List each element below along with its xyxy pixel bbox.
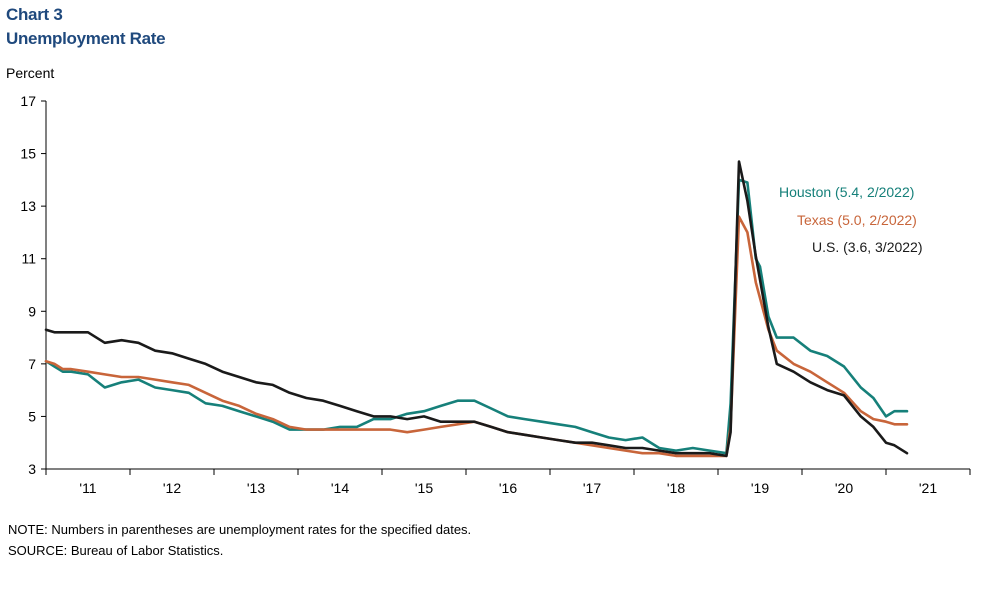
legend-label-us: U.S. (3.6, 3/2022)	[812, 239, 923, 255]
y-axis-unit-label: Percent	[6, 65, 55, 81]
x-tick-label: '15	[415, 480, 433, 496]
x-tick-label: '14	[331, 480, 349, 496]
y-tick-label: 7	[28, 356, 36, 372]
y-tick-label: 13	[20, 198, 36, 214]
unemployment-line-chart: 3 5 7 9 11 13 15 17 '11 '12 '13 '14 '15 '16 '17 '18 '19 '…	[20, 93, 971, 496]
y-tick-label: 9	[28, 303, 36, 319]
x-tick-label: '21	[919, 480, 937, 496]
series-line-houston	[44, 178, 909, 455]
x-tick-label: '11	[79, 480, 96, 496]
series-line-texas	[44, 215, 909, 458]
x-tick-label: '20	[835, 480, 853, 496]
footnote: NOTE: Numbers in parentheses are unemplo…	[8, 522, 472, 537]
legend-label-houston: Houston (5.4, 2/2022)	[779, 184, 914, 200]
series-line-us	[44, 160, 909, 458]
y-tick-label: 3	[28, 461, 36, 477]
legend-label-texas: Texas (5.0, 2/2022)	[797, 212, 917, 228]
chart-title: Unemployment Rate	[6, 29, 166, 48]
x-tick-label: '13	[247, 480, 265, 496]
x-tick-label: '19	[751, 480, 769, 496]
y-tick-label: 11	[21, 251, 36, 267]
source-note: SOURCE: Bureau of Labor Statistics.	[8, 543, 224, 558]
x-tick-label: '12	[163, 480, 181, 496]
x-tick-label: '17	[583, 480, 601, 496]
chart-kicker: Chart 3	[6, 5, 63, 24]
x-tick-label: '16	[499, 480, 517, 496]
y-tick-label: 17	[20, 93, 36, 109]
y-tick-label: 15	[20, 146, 36, 162]
y-tick-label: 5	[28, 408, 36, 424]
x-tick-label: '18	[667, 480, 685, 496]
